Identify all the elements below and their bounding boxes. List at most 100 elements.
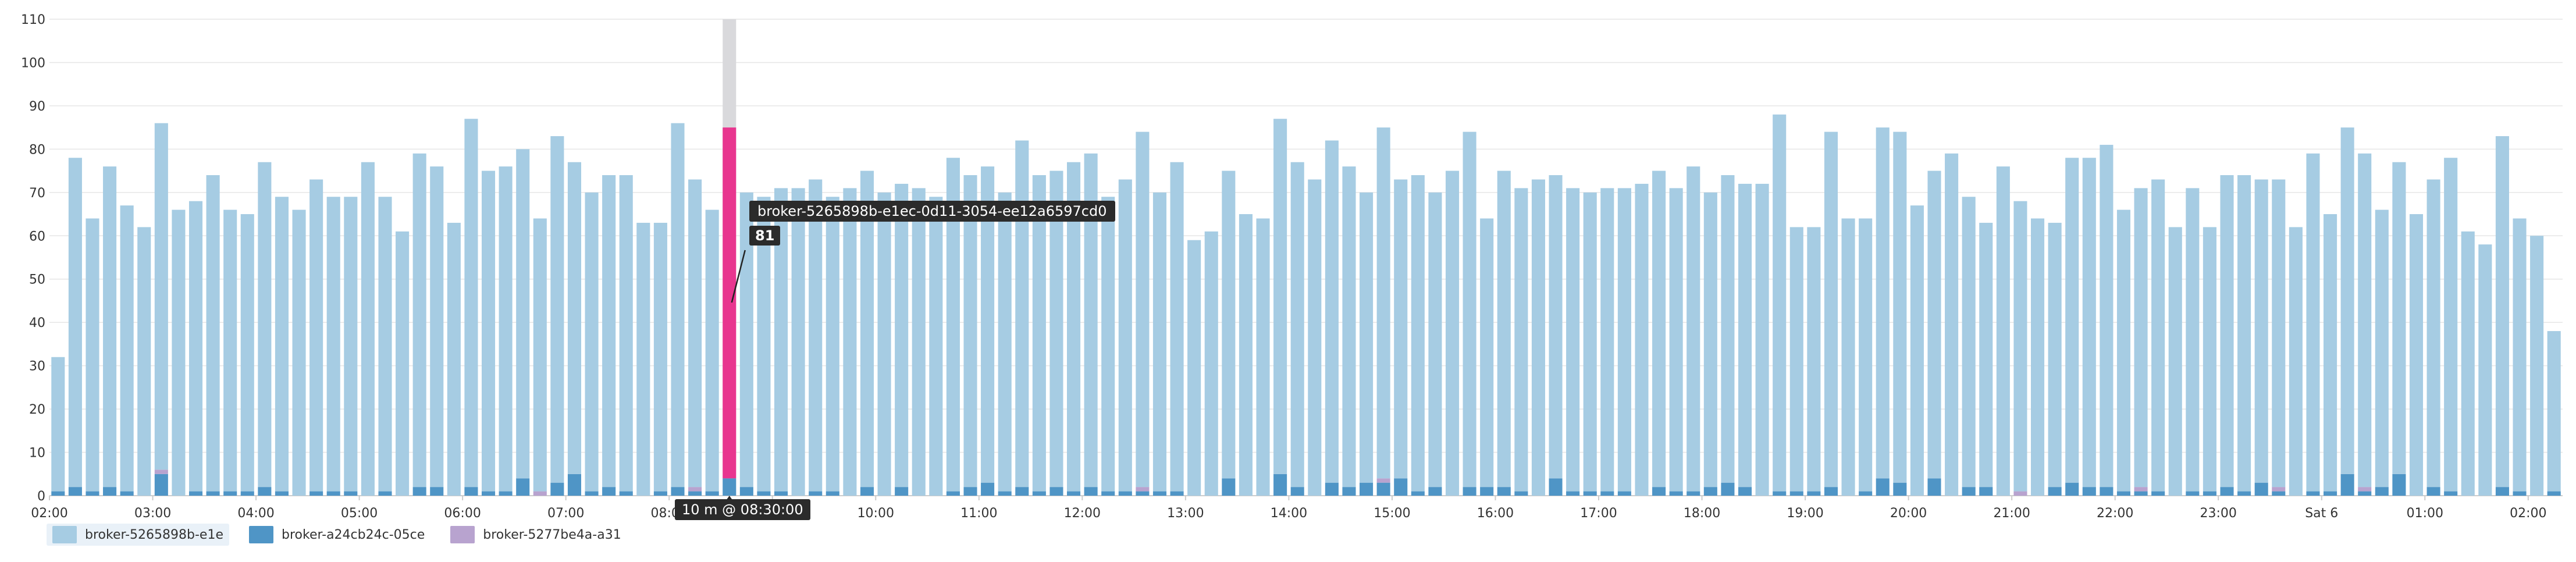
bar-1 xyxy=(602,175,616,488)
bar-1 xyxy=(292,209,306,496)
hover-time-tooltip: 10 m @ 08:30:00 xyxy=(675,499,810,520)
x-tick-label: 20:00 xyxy=(1890,506,1927,521)
bar-2 xyxy=(671,487,685,496)
bar-2 xyxy=(757,491,771,496)
bar-1 xyxy=(2082,158,2096,488)
bar-2 xyxy=(188,491,203,496)
bar-2 xyxy=(1428,487,1442,496)
bar-2 xyxy=(1325,482,1339,496)
bar-2 xyxy=(998,491,1012,496)
x-tick-label: 02:00 xyxy=(31,506,67,521)
x-tick-label: 01:00 xyxy=(2407,506,2443,521)
bar-1 xyxy=(1945,153,1959,496)
x-tick-label: 21:00 xyxy=(1993,506,2030,521)
bar-2 xyxy=(1273,474,1287,496)
bar-1 xyxy=(981,166,995,483)
bar-2 xyxy=(206,491,220,496)
bar-2 xyxy=(51,491,65,496)
legend-item-series-3[interactable]: broker-5277be4a-a31 xyxy=(444,524,627,546)
legend-item-series-2[interactable]: broker-a24cb24c-05ce xyxy=(243,524,430,546)
bar-2 xyxy=(258,487,272,496)
bar-2 xyxy=(326,491,340,496)
legend-item-series-1[interactable]: broker-5265898b-e1e xyxy=(47,524,230,546)
bar-3 xyxy=(2272,487,2286,492)
bar-1 xyxy=(516,149,530,479)
bar-1 xyxy=(929,197,943,496)
bar-2 xyxy=(2358,491,2372,496)
bar-1 xyxy=(2134,188,2148,488)
bar-2 xyxy=(86,491,99,496)
bar-1 xyxy=(1652,170,1666,488)
bar-2 xyxy=(2495,487,2509,496)
bar-1 xyxy=(1342,166,1356,488)
bar-1 xyxy=(2409,214,2424,496)
bar-2 xyxy=(2340,474,2354,496)
bar-2 xyxy=(103,487,117,496)
bar-2 xyxy=(1032,491,1046,496)
bar-2 xyxy=(1480,487,1494,496)
bar-1 xyxy=(1445,170,1460,496)
bar-2 xyxy=(1514,491,1528,496)
bar-2 xyxy=(1290,487,1304,496)
bar-2 xyxy=(2134,491,2148,496)
bar-1 xyxy=(809,179,823,492)
tooltip-pointer-line xyxy=(731,250,746,303)
bar-1 xyxy=(723,127,736,479)
bar-1 xyxy=(412,153,426,488)
bar-3 xyxy=(2358,487,2372,492)
bar-1 xyxy=(430,166,444,488)
bar-1 xyxy=(946,158,960,492)
x-tick-label: 12:00 xyxy=(1064,506,1101,521)
y-tick-label: 50 xyxy=(29,273,45,287)
bar-1 xyxy=(1600,188,1614,492)
bar-2 xyxy=(1687,491,1700,496)
bar-2 xyxy=(2547,491,2561,496)
bar-1 xyxy=(671,123,685,488)
bar-1 xyxy=(2030,218,2045,496)
bar-1 xyxy=(2358,153,2372,488)
bar-1 xyxy=(843,188,857,496)
bar-2 xyxy=(1979,487,1993,496)
bar-2 xyxy=(550,482,564,496)
bar-1 xyxy=(1927,170,1941,479)
bar-2 xyxy=(68,487,82,496)
bar-1 xyxy=(636,222,650,496)
bar-2 xyxy=(981,482,995,496)
bar-1 xyxy=(1290,162,1304,488)
bar-1 xyxy=(1807,227,1821,492)
bar-1 xyxy=(137,227,151,496)
bar-1 xyxy=(2272,179,2286,488)
bar-1 xyxy=(1859,218,1873,492)
bar-2 xyxy=(1463,487,1476,496)
hover-series-tooltip: broker-5265898b-e1ec-0d11-3054-ee12a6597… xyxy=(749,201,1115,222)
bar-1 xyxy=(774,188,788,492)
y-tick-label: 40 xyxy=(29,316,45,330)
x-tick-label: 22:00 xyxy=(2097,506,2133,521)
bar-1 xyxy=(2375,209,2389,488)
bar-1 xyxy=(1428,192,1442,488)
hover-value-tooltip: 81 xyxy=(749,226,781,246)
bar-1 xyxy=(1789,227,1803,492)
bar-2 xyxy=(1652,487,1666,496)
bar-2 xyxy=(2186,491,2200,496)
bar-1 xyxy=(1687,166,1700,492)
bar-2 xyxy=(120,491,134,496)
x-tick-label: 23:00 xyxy=(2200,506,2237,521)
bar-1 xyxy=(1325,140,1339,483)
bar-2 xyxy=(378,491,392,496)
bar-2 xyxy=(860,487,874,496)
bar-1 xyxy=(1910,205,1924,496)
bar-1 xyxy=(1721,175,1735,483)
bar-1 xyxy=(1996,166,2010,496)
bar-1 xyxy=(1755,183,1769,496)
bar-1 xyxy=(2168,227,2182,496)
bar-1 xyxy=(1876,127,1890,479)
x-tick-label: 16:00 xyxy=(1477,506,1514,521)
bar-2 xyxy=(1807,491,1821,496)
chart-legend: broker-5265898b-e1e broker-a24cb24c-05ce… xyxy=(47,524,627,546)
bar-1 xyxy=(826,197,839,492)
bar-1 xyxy=(2186,188,2200,492)
bar-1 xyxy=(1979,222,1993,488)
bar-2 xyxy=(1342,487,1356,496)
